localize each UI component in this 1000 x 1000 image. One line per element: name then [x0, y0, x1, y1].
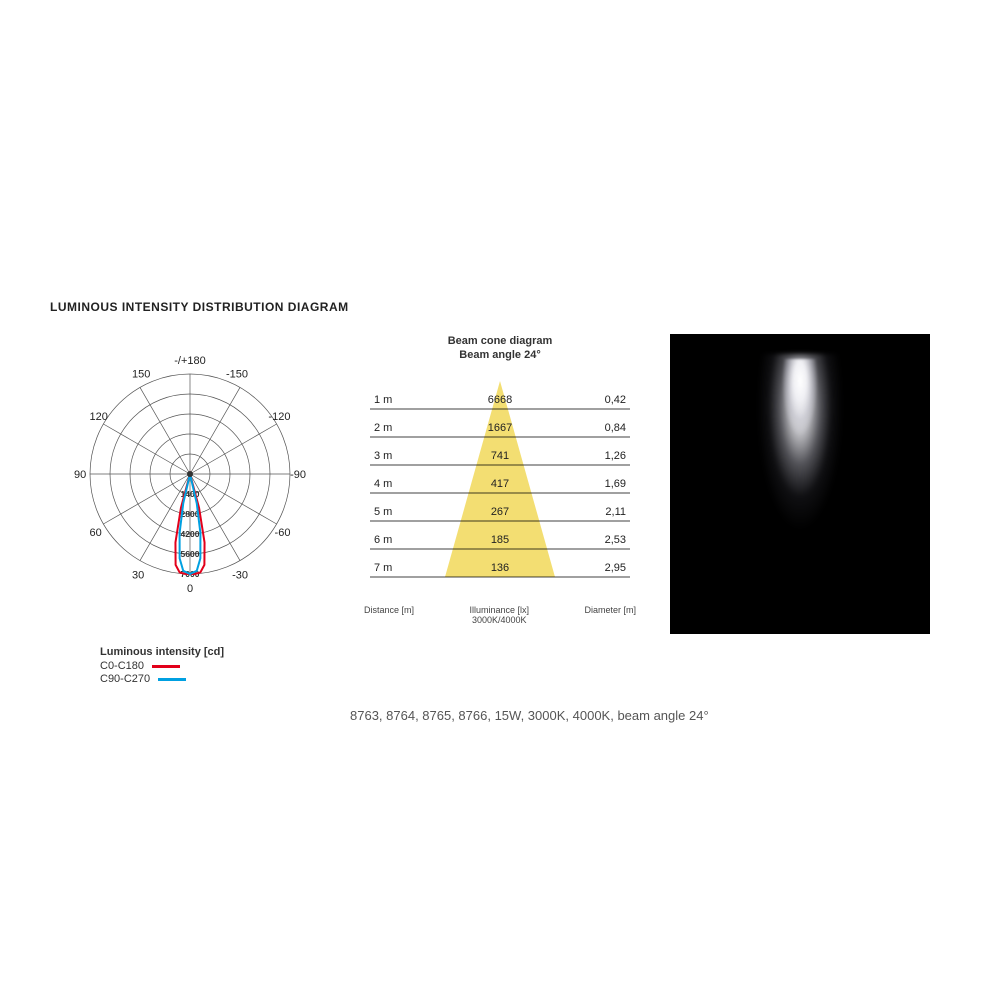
svg-text:4200: 4200 [181, 529, 200, 539]
svg-text:4 m: 4 m [374, 478, 392, 490]
svg-text:-/+180: -/+180 [174, 355, 206, 367]
svg-text:267: 267 [491, 506, 509, 518]
legend-title: Luminous intensity [cd] [100, 646, 330, 658]
svg-text:417: 417 [491, 478, 509, 490]
svg-text:1,69: 1,69 [605, 478, 626, 490]
cone-title: Beam cone diagram Beam angle 24° [360, 334, 640, 363]
svg-text:7 m: 7 m [374, 562, 392, 574]
svg-text:-90: -90 [290, 469, 306, 481]
svg-text:60: 60 [90, 527, 102, 539]
svg-text:90: 90 [74, 469, 86, 481]
polar-legend: Luminous intensity [cd] C0-C180C90-C270 [100, 646, 330, 685]
svg-text:136: 136 [491, 562, 509, 574]
svg-text:150: 150 [132, 369, 150, 381]
svg-text:2,53: 2,53 [605, 534, 626, 546]
svg-text:1,26: 1,26 [605, 450, 626, 462]
svg-text:0: 0 [187, 583, 193, 595]
svg-text:6 m: 6 m [374, 534, 392, 546]
svg-text:2 m: 2 m [374, 422, 392, 434]
svg-text:1 m: 1 m [374, 394, 392, 406]
svg-text:5600: 5600 [181, 549, 200, 559]
legend-item: C90-C270 [100, 673, 330, 685]
svg-text:5 m: 5 m [374, 506, 392, 518]
svg-text:-150: -150 [226, 369, 248, 381]
svg-text:-120: -120 [268, 411, 290, 423]
svg-text:0,42: 0,42 [605, 394, 626, 406]
diagram-title: LUMINOUS INTENSITY DISTRIBUTION DIAGRAM [50, 300, 950, 314]
beam-cone-diagram: Beam cone diagram Beam angle 24° 1 m 6668… [360, 334, 640, 625]
svg-text:0,84: 0,84 [605, 422, 626, 434]
cone-axis-labels: Distance [m] Illuminance [lx] 3000K/4000… [360, 605, 640, 625]
svg-text:30: 30 [132, 569, 144, 581]
svg-text:-60: -60 [275, 527, 291, 539]
svg-text:185: 185 [491, 534, 509, 546]
svg-text:2,95: 2,95 [605, 562, 626, 574]
product-caption: 8763, 8764, 8765, 8766, 15W, 3000K, 4000… [350, 708, 950, 723]
legend-item: C0-C180 [100, 660, 330, 672]
polar-diagram: -/+1800-150150-120120-9090-6060-30301400… [50, 334, 330, 686]
svg-text:741: 741 [491, 450, 509, 462]
svg-text:1667: 1667 [488, 422, 512, 434]
svg-text:120: 120 [90, 411, 108, 423]
beam-photo [670, 334, 930, 634]
svg-text:-30: -30 [232, 569, 248, 581]
svg-text:2,11: 2,11 [605, 506, 626, 518]
svg-text:6668: 6668 [488, 394, 512, 406]
svg-text:3 m: 3 m [374, 450, 392, 462]
